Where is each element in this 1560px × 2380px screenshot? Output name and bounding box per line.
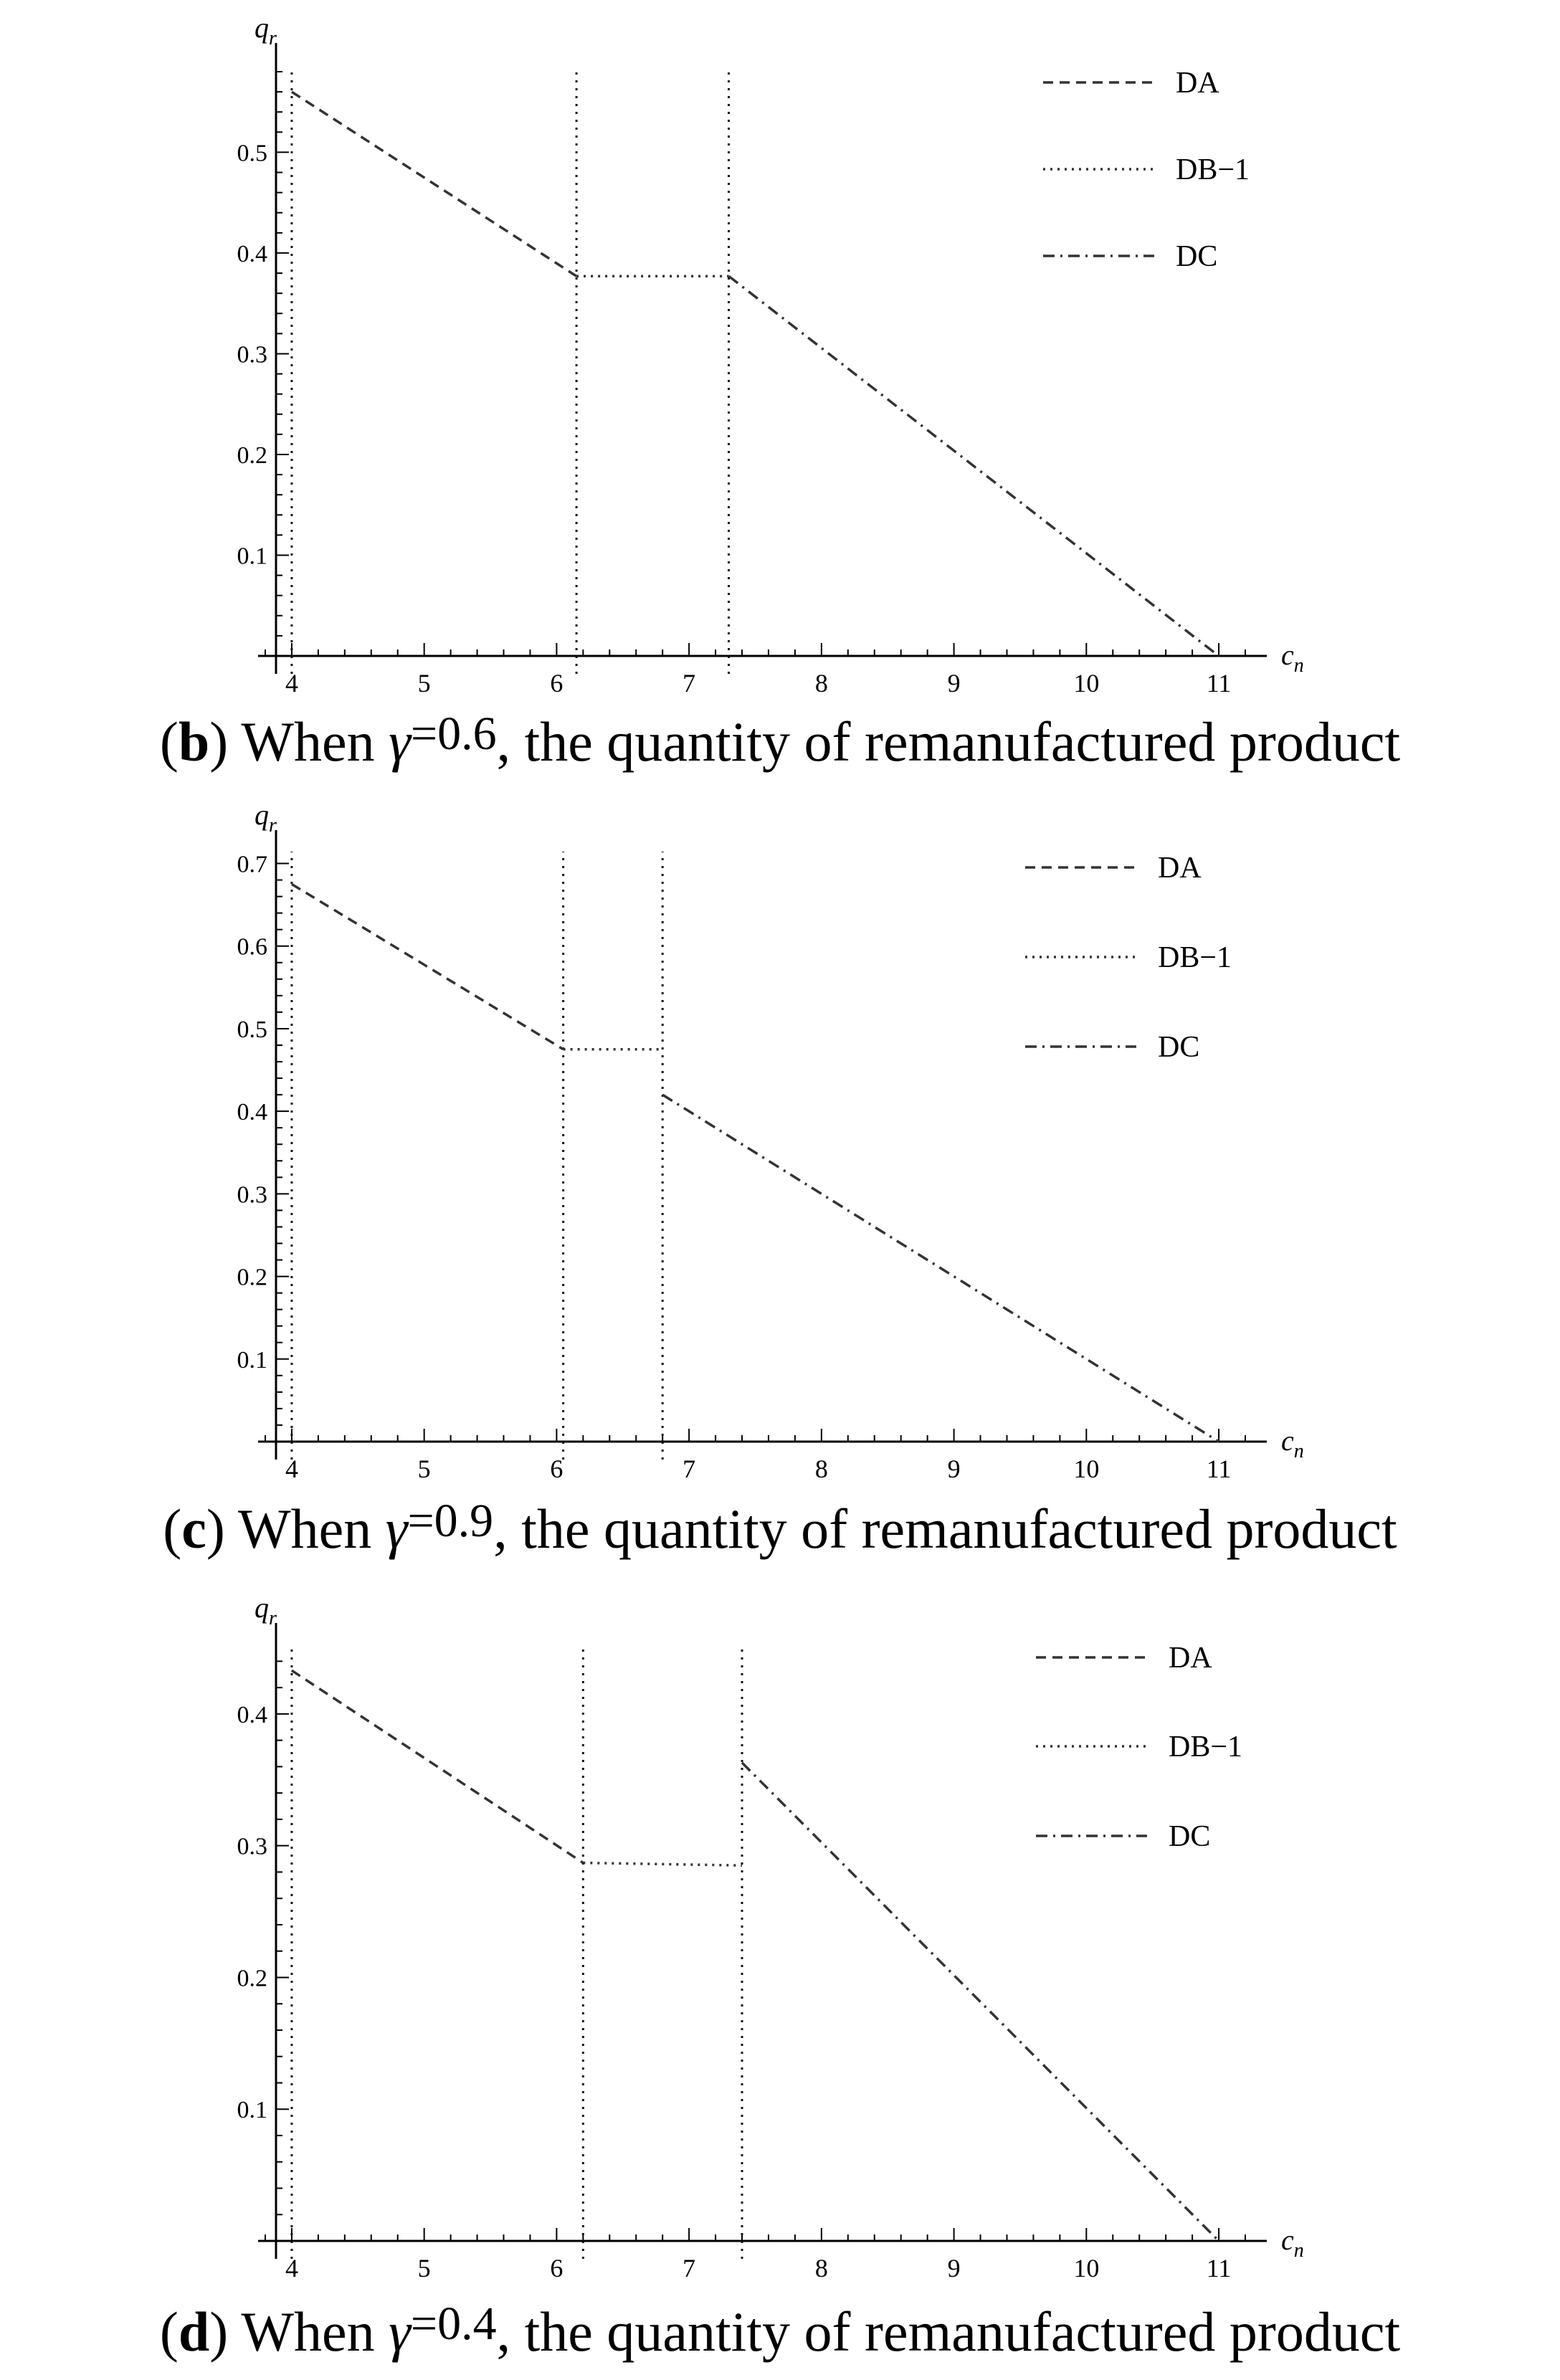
legend-label: DA bbox=[1169, 1642, 1212, 1675]
y-tick-label: 0.4 bbox=[237, 1702, 268, 1728]
y-axis-label-sub: r bbox=[269, 1607, 277, 1629]
caption-gamma-symbol: γ bbox=[385, 1498, 408, 1560]
legend-label: DC bbox=[1158, 1031, 1199, 1064]
x-axis-label-sub: n bbox=[1294, 654, 1304, 677]
x-tick-label: 8 bbox=[815, 2254, 828, 2283]
x-axis-label-sub: n bbox=[1294, 2239, 1304, 2262]
y-axis-label: qr bbox=[255, 1591, 277, 1629]
legend-label: DC bbox=[1176, 240, 1217, 273]
series-line-da bbox=[290, 1669, 584, 1865]
x-tick-label: 10 bbox=[1073, 2254, 1099, 2283]
y-tick-label: 0.1 bbox=[237, 2097, 268, 2123]
y-axis-label: qr bbox=[255, 11, 277, 49]
x-tick-label: 6 bbox=[550, 1455, 563, 1483]
y-axis-label-sub: r bbox=[269, 814, 277, 837]
x-tick-label: 10 bbox=[1073, 1455, 1099, 1483]
x-axis-label-sub: n bbox=[1294, 1440, 1304, 1462]
x-tick-label: 8 bbox=[815, 1455, 828, 1483]
y-tick-label: 0.4 bbox=[237, 1099, 268, 1125]
y-tick-label: 0.2 bbox=[237, 1965, 268, 1991]
caption-prefix: When bbox=[241, 2300, 389, 2363]
series-line-da bbox=[291, 882, 564, 1051]
x-tick-label: 4 bbox=[285, 1455, 298, 1483]
chart-svg-d: 4 5 6 7 8 9 10 11 0.1 0.2 0.3 0.4 qr cn DA DB−1 DC bbox=[237, 1591, 1304, 2283]
caption-b: (b) When γ=0.6, the quantity of remanufa… bbox=[159, 708, 1401, 773]
caption-d: (d) When γ=0.4, the quantity of remanufa… bbox=[159, 2298, 1401, 2363]
y-tick-label: 0.6 bbox=[237, 934, 268, 961]
caption-suffix: , the quantity of remanufactured product bbox=[496, 710, 1401, 773]
x-axis-label: cn bbox=[1281, 1424, 1304, 1462]
caption-suffix: , the quantity of remanufactured product bbox=[493, 1498, 1397, 1560]
caption-prefix: When bbox=[237, 1498, 386, 1560]
y-tick-label: 0.3 bbox=[237, 1181, 268, 1208]
x-tick-label: 10 bbox=[1073, 669, 1099, 698]
x-tick-label: 6 bbox=[550, 2254, 563, 2283]
x-tick-label: 8 bbox=[815, 669, 828, 698]
x-tick-label: 11 bbox=[1207, 669, 1232, 698]
x-axis-label: cn bbox=[1281, 2224, 1304, 2262]
y-tick-label: 0.1 bbox=[237, 543, 268, 569]
x-axis-label: cn bbox=[1281, 639, 1304, 677]
caption-panel-label: d bbox=[178, 2300, 210, 2363]
x-tick-label: 7 bbox=[682, 2254, 695, 2283]
caption-c: (c) When γ=0.9, the quantity of remanufa… bbox=[163, 1495, 1397, 1560]
x-tick-label: 6 bbox=[550, 669, 563, 698]
x-tick-label: 4 bbox=[285, 2254, 298, 2283]
x-tick-label: 7 bbox=[682, 1455, 695, 1483]
x-tick-label: 9 bbox=[948, 2254, 961, 2283]
chart-panel-d: 4 5 6 7 8 9 10 11 0.1 0.2 0.3 0.4 qr cn DA DB−1 DC (d) W… bbox=[0, 1580, 1560, 2380]
y-tick-label: 0.5 bbox=[237, 1017, 268, 1043]
chart-svg-b: 4 5 6 7 8 9 10 11 0.1 0.2 0.3 0.4 0.5 qr cn DA DB−1 DC bbox=[237, 11, 1304, 698]
caption-suffix: , the quantity of remanufactured product bbox=[496, 2300, 1401, 2363]
caption-gamma-value: =0.4 bbox=[410, 2298, 497, 2350]
x-tick-label: 7 bbox=[682, 669, 695, 698]
y-tick-label: 0.1 bbox=[237, 1347, 268, 1374]
y-axis-label-sub: r bbox=[269, 27, 277, 49]
x-tick-label: 4 bbox=[285, 669, 298, 698]
caption-gamma-symbol: γ bbox=[389, 710, 411, 773]
caption-panel-label: b bbox=[178, 710, 210, 773]
caption-panel-label: c bbox=[181, 1498, 206, 1560]
x-tick-label: 5 bbox=[418, 1455, 431, 1483]
series-line-dc bbox=[741, 1761, 1220, 2242]
x-tick-label: 11 bbox=[1207, 2254, 1232, 2283]
series-line-db-1 bbox=[583, 1861, 743, 1867]
y-tick-label: 0.2 bbox=[237, 1265, 268, 1291]
legend-label: DB−1 bbox=[1176, 153, 1250, 186]
y-tick-label: 0.7 bbox=[237, 852, 268, 878]
y-tick-label: 0.3 bbox=[237, 341, 268, 368]
legend-label: DB−1 bbox=[1169, 1731, 1242, 1763]
x-tick-label: 11 bbox=[1207, 1455, 1232, 1483]
caption-prefix: When bbox=[241, 710, 389, 773]
caption-gamma-symbol: γ bbox=[389, 2300, 411, 2363]
y-axis-label: qr bbox=[255, 799, 277, 837]
legend-label: DB−1 bbox=[1158, 941, 1232, 974]
legend-label: DA bbox=[1176, 67, 1219, 100]
y-tick-label: 0.3 bbox=[237, 1834, 268, 1860]
chart-svg-c: 4 5 6 7 8 9 10 11 0.1 0.2 0.3 0.4 0.5 0.6 0.7 qr cn DA DB−… bbox=[237, 799, 1304, 1483]
x-tick-label: 9 bbox=[948, 669, 961, 698]
chart-panel-b: 4 5 6 7 8 9 10 11 0.1 0.2 0.3 0.4 0.5 qr cn DA DB−1 DC (b… bbox=[0, 0, 1560, 787]
x-tick-label: 9 bbox=[948, 1455, 961, 1483]
legend-label: DC bbox=[1169, 1820, 1210, 1853]
series-line-da bbox=[290, 90, 578, 277]
y-tick-label: 0.4 bbox=[237, 241, 268, 267]
series-line-dc bbox=[662, 1093, 1219, 1443]
caption-gamma-value: =0.9 bbox=[407, 1495, 494, 1547]
chart-panel-c: 4 5 6 7 8 9 10 11 0.1 0.2 0.3 0.4 0.5 0.6 0.7 qr cn DA DB−… bbox=[0, 787, 1560, 1580]
x-tick-label: 5 bbox=[418, 669, 431, 698]
series-line-dc bbox=[728, 275, 1220, 657]
y-tick-label: 0.5 bbox=[237, 140, 268, 166]
caption-gamma-value: =0.6 bbox=[410, 708, 497, 760]
y-tick-label: 0.2 bbox=[237, 442, 268, 469]
x-tick-label: 5 bbox=[418, 2254, 431, 2283]
legend-label: DA bbox=[1158, 852, 1202, 885]
